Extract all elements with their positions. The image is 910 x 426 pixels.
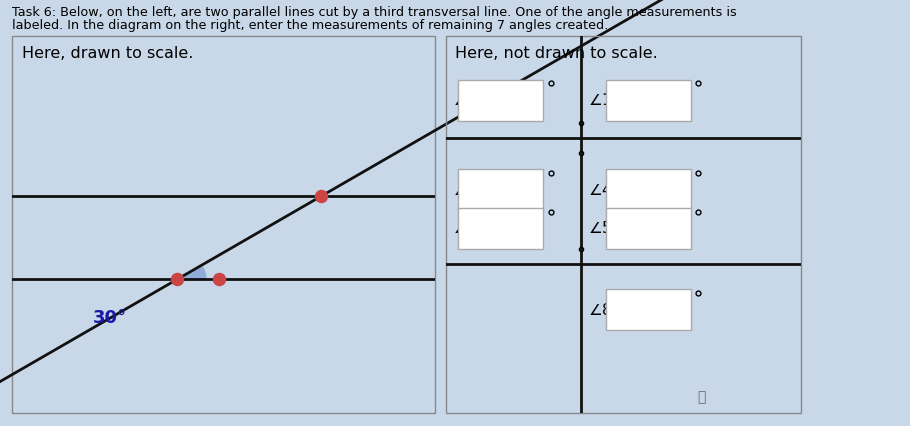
Text: =: = [629, 221, 642, 236]
Text: $\angle$1 =: $\angle$1 = [588, 92, 629, 108]
Text: Here, drawn to scale.: Here, drawn to scale. [23, 46, 194, 60]
FancyBboxPatch shape [606, 80, 691, 121]
Wedge shape [177, 266, 207, 279]
Text: $\angle$4: $\angle$4 [588, 182, 613, 198]
Text: =: = [629, 182, 642, 197]
Point [313, 193, 328, 200]
Text: Task 6: Below, on the left, are two parallel lines cut by a third transversal li: Task 6: Below, on the left, are two para… [12, 6, 736, 20]
Point [170, 276, 185, 283]
Point [212, 276, 227, 283]
Text: Here, not drawn to scale.: Here, not drawn to scale. [455, 46, 658, 60]
Text: $\angle$5: $\angle$5 [588, 221, 613, 236]
Text: 30°: 30° [93, 309, 126, 327]
Text: =: = [494, 221, 507, 236]
FancyBboxPatch shape [459, 80, 543, 121]
FancyBboxPatch shape [459, 169, 543, 210]
FancyBboxPatch shape [459, 208, 543, 249]
Text: labeled. In the diagram on the right, enter the measurements of remaining 7 angl: labeled. In the diagram on the right, en… [12, 19, 608, 32]
FancyBboxPatch shape [606, 208, 691, 249]
Text: $\angle$3 =: $\angle$3 = [453, 182, 494, 198]
Text: $\angle$2 =: $\angle$2 = [453, 92, 494, 108]
FancyBboxPatch shape [606, 289, 691, 330]
Text: $\angle$8 =: $\angle$8 = [588, 302, 629, 317]
Text: ⤢: ⤢ [697, 390, 705, 404]
Text: $\angle$6: $\angle$6 [453, 221, 479, 236]
FancyBboxPatch shape [606, 169, 691, 210]
